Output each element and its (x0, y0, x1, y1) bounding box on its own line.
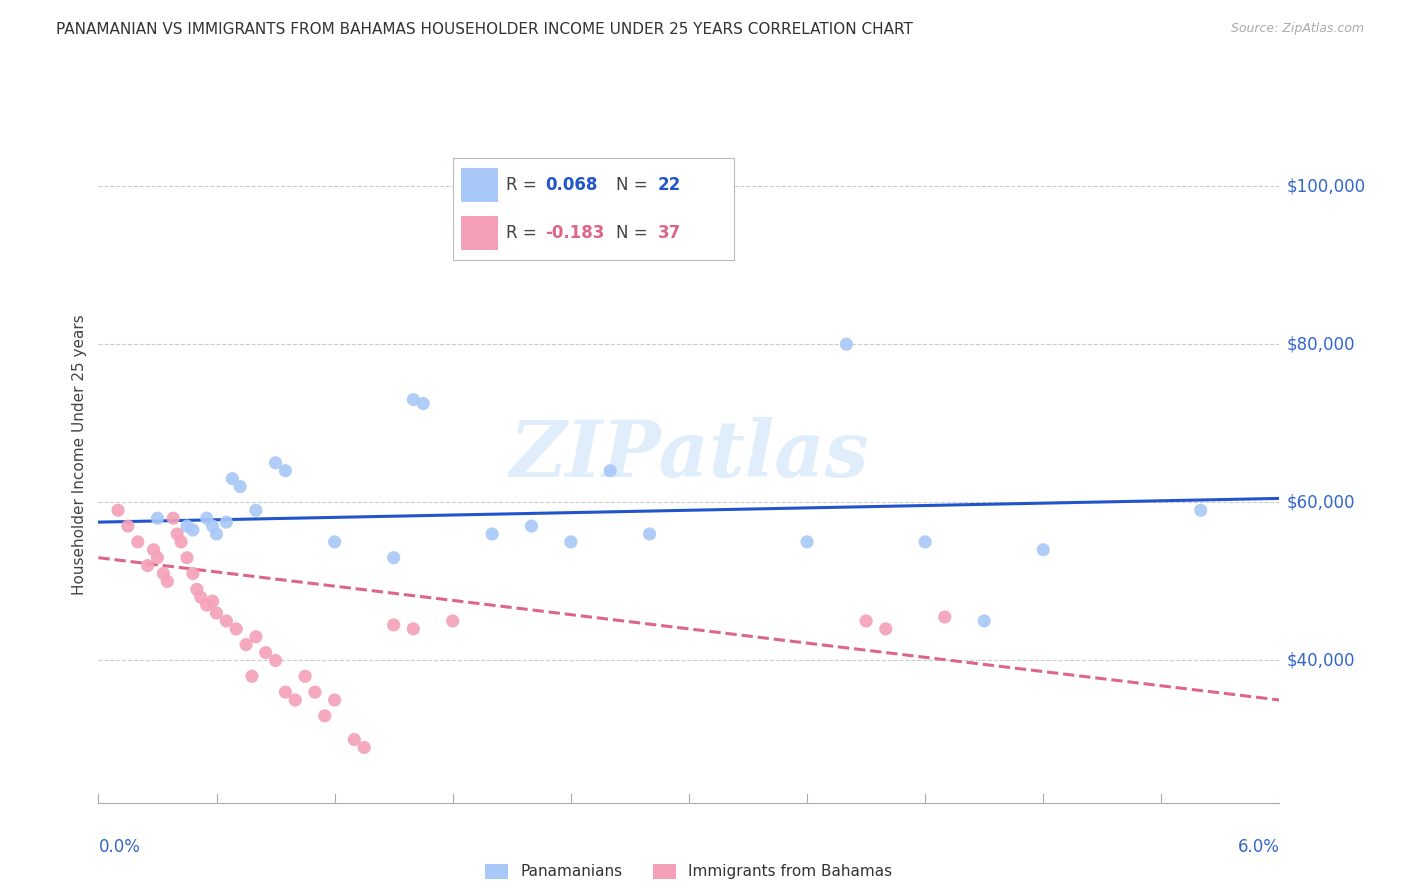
Point (294, 669, 316, 683)
Point (201, 519, 224, 533)
Point (215, 614, 238, 628)
Point (835, 337, 858, 351)
Text: $100,000: $100,000 (1286, 178, 1365, 195)
Point (274, 464, 297, 478)
Point (638, 527, 661, 541)
Text: $60,000: $60,000 (1286, 493, 1355, 511)
Point (254, 646, 277, 660)
Y-axis label: Householder Income Under 25 years: Householder Income Under 25 years (72, 315, 87, 595)
Point (402, 392, 425, 407)
Text: 22: 22 (658, 176, 682, 194)
Point (142, 542, 165, 557)
Text: -0.183: -0.183 (546, 224, 605, 242)
Text: R =: R = (506, 176, 543, 194)
Point (146, 550, 169, 565)
Point (181, 566, 204, 581)
Point (264, 456, 287, 470)
Point (127, 535, 149, 549)
Text: 0.0%: 0.0% (98, 838, 141, 856)
Text: N =: N = (616, 224, 652, 242)
Point (855, 614, 877, 628)
Point (560, 535, 582, 549)
Point (441, 614, 464, 628)
Legend: Panamanians, Immigrants from Bahamas: Panamanians, Immigrants from Bahamas (479, 857, 898, 886)
Point (599, 464, 621, 478)
Text: 6.0%: 6.0% (1237, 838, 1279, 856)
Point (156, 574, 179, 589)
Point (225, 622, 247, 636)
Point (205, 606, 228, 620)
Point (170, 535, 193, 549)
Text: N =: N = (616, 176, 652, 194)
Point (914, 535, 936, 549)
Text: $80,000: $80,000 (1286, 335, 1355, 353)
Point (1032, 542, 1054, 557)
Point (1189, 503, 1212, 517)
Text: Source: ZipAtlas.com: Source: ZipAtlas.com (1230, 22, 1364, 36)
Text: 37: 37 (658, 224, 682, 242)
Point (152, 566, 174, 581)
Point (323, 693, 346, 707)
Point (481, 527, 503, 541)
Point (264, 653, 287, 667)
Point (245, 503, 267, 517)
Point (796, 535, 818, 549)
Point (323, 535, 346, 549)
Text: ZIPatlas: ZIPatlas (509, 417, 869, 493)
Point (166, 527, 188, 541)
Point (973, 614, 995, 628)
Point (678, 243, 700, 257)
Point (412, 396, 434, 410)
Point (240, 669, 263, 683)
Point (353, 740, 375, 755)
Point (215, 515, 238, 529)
Text: R =: R = (506, 224, 543, 242)
Text: 0.068: 0.068 (546, 176, 598, 194)
Point (382, 618, 405, 632)
Point (107, 503, 129, 517)
Point (314, 708, 336, 723)
Point (181, 523, 204, 537)
Point (176, 519, 198, 533)
Point (284, 693, 307, 707)
Point (235, 638, 257, 652)
Point (201, 594, 224, 608)
Text: PANAMANIAN VS IMMIGRANTS FROM BAHAMAS HOUSEHOLDER INCOME UNDER 25 YEARS CORRELAT: PANAMANIAN VS IMMIGRANTS FROM BAHAMAS HO… (56, 22, 912, 37)
Point (245, 630, 267, 644)
Point (520, 519, 543, 533)
Bar (461, 168, 498, 202)
Point (162, 511, 184, 525)
Point (190, 591, 212, 605)
Text: $40,000: $40,000 (1286, 651, 1355, 670)
Point (382, 550, 405, 565)
Point (274, 685, 297, 699)
Point (934, 610, 956, 624)
Point (343, 732, 366, 747)
Point (875, 622, 897, 636)
Point (195, 511, 218, 525)
Point (402, 622, 425, 636)
Point (221, 472, 243, 486)
Point (304, 685, 326, 699)
Point (195, 598, 218, 612)
Point (117, 519, 139, 533)
Point (176, 550, 198, 565)
Point (229, 479, 252, 493)
Point (186, 582, 208, 597)
Point (146, 511, 169, 525)
Point (205, 527, 228, 541)
Bar (461, 216, 498, 250)
Point (136, 558, 159, 573)
